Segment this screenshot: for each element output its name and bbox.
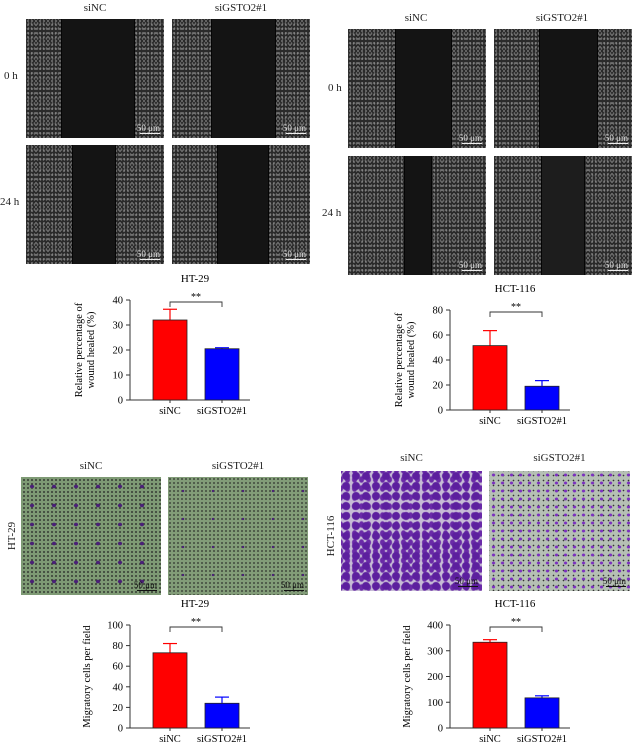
y-tick-label: 20 — [113, 346, 124, 357]
y-tick-label: 80 — [433, 306, 444, 317]
micrograph-ht29-sigsto2-0h: 50 μm — [172, 19, 310, 138]
significance-label: ** — [511, 302, 521, 313]
row-label-ht29: HT-29 — [6, 521, 18, 551]
bar-sigsto2 — [524, 697, 560, 729]
significance-label: ** — [191, 617, 201, 628]
y-tick-label: 100 — [427, 698, 443, 709]
bar-sinc — [152, 652, 188, 729]
bar-sinc — [152, 319, 188, 401]
micrograph-transwell-ht29-sigsto2: 50 μm — [168, 477, 308, 595]
col-label-sinc: siNC — [79, 460, 103, 472]
chart-title: HT-29 — [181, 273, 210, 285]
y-tick-label: 10 — [113, 371, 124, 382]
micrograph-hct116-sigsto2-24h: 50 μm — [494, 156, 632, 275]
significance-bracket — [169, 626, 223, 632]
x-tick-label: siGSTO2#1 — [517, 416, 567, 427]
col-label-sigsto2: siGSTO2#1 — [535, 12, 589, 24]
x-tick-label: siNC — [479, 416, 501, 427]
bar-chart-transwell-ht29: HT-29 Migratory cells per field 0 20 40 60 80 1… — [82, 598, 250, 745]
y-tick-label: 20 — [433, 381, 444, 392]
micrograph-hct116-sinc-24h: 50 μm — [348, 156, 486, 275]
x-tick-label: siGSTO2#1 — [197, 734, 247, 745]
x-tick-label: siNC — [479, 734, 501, 745]
bar-sigsto2 — [524, 385, 560, 411]
y-axis-label: wound healed (%) — [86, 311, 97, 388]
significance-bracket — [489, 311, 543, 317]
bar-chart-wound-hct116: HCT-116 Relative percentage of wound heale… — [394, 283, 570, 427]
y-tick-label: 60 — [433, 331, 444, 342]
y-tick-label: 300 — [427, 646, 443, 657]
micrograph-transwell-hct116-sigsto2: 50 μm — [489, 471, 630, 591]
row-label-24h: 24 h — [0, 196, 20, 208]
y-tick-label: 0 — [118, 396, 123, 407]
bar-chart-transwell-hct116: HCT-116 Migratory cells per field 0 100 200 3… — [402, 598, 570, 745]
y-tick-label: 40 — [113, 296, 124, 307]
y-axis-label: Migratory cells per field — [82, 625, 93, 728]
col-label-sinc: siNC — [400, 452, 423, 464]
y-tick-label: 30 — [113, 321, 124, 332]
bar-sigsto2 — [204, 702, 240, 729]
row-label-0h: 0 h — [328, 82, 342, 94]
bar-chart-wound-ht29: HT-29 Relative percentage of wound healed … — [74, 273, 250, 417]
y-tick-label: 20 — [113, 703, 124, 714]
micrograph-hct116-sinc-0h: 50 μm — [348, 29, 486, 148]
micrograph-ht29-sinc-0h: 50 μm — [26, 19, 164, 138]
y-tick-label: 80 — [113, 641, 124, 652]
y-tick-label: 200 — [427, 672, 443, 683]
chart-title: HCT-116 — [495, 283, 536, 295]
y-axis-label: Relative percentage of — [74, 302, 85, 397]
row-label-24h: 24 h — [322, 207, 342, 219]
significance-label: ** — [511, 617, 521, 628]
micrograph-transwell-ht29-sinc: 50 μm — [21, 477, 161, 595]
y-tick-label: 0 — [118, 724, 123, 735]
y-tick-label: 60 — [113, 662, 124, 673]
chart-title: HCT-116 — [495, 598, 536, 610]
chart-title: HT-29 — [181, 598, 210, 610]
significance-bracket — [169, 301, 223, 307]
y-tick-label: 100 — [107, 621, 123, 632]
y-tick-label: 400 — [427, 621, 443, 632]
row-label-0h: 0 h — [4, 70, 18, 82]
col-label-sigsto2: siGSTO2#1 — [533, 452, 586, 464]
col-label-sinc: siNC — [83, 2, 107, 14]
x-tick-label: siNC — [159, 406, 181, 417]
y-axis-label: wound healed (%) — [406, 321, 417, 398]
col-label-sigsto2: siGSTO2#1 — [214, 2, 268, 14]
bar-sigsto2 — [204, 348, 240, 401]
significance-bracket — [489, 626, 543, 632]
row-label-hct116: HCT-116 — [325, 515, 337, 557]
col-label-sigsto2: siGSTO2#1 — [211, 460, 265, 472]
y-tick-label: 0 — [438, 724, 443, 735]
y-tick-label: 0 — [438, 406, 443, 417]
micrograph-ht29-sigsto2-24h: 50 μm — [172, 145, 310, 264]
micrograph-ht29-sinc-24h: 50 μm — [26, 145, 164, 264]
bar-sinc — [472, 641, 508, 729]
x-tick-label: siNC — [159, 734, 181, 745]
y-tick-label: 40 — [113, 682, 124, 693]
bar-sinc — [472, 345, 508, 411]
micrograph-hct116-sigsto2-0h: 50 μm — [494, 29, 632, 148]
x-tick-label: siGSTO2#1 — [197, 406, 247, 417]
y-tick-label: 40 — [433, 356, 444, 367]
significance-label: ** — [191, 292, 201, 303]
y-axis-label: Migratory cells per field — [402, 625, 413, 728]
x-tick-label: siGSTO2#1 — [517, 734, 567, 745]
col-label-sinc: siNC — [404, 12, 428, 24]
micrograph-transwell-hct116-sinc: 50 μm — [341, 471, 482, 591]
y-axis-label: Relative percentage of — [394, 312, 405, 407]
